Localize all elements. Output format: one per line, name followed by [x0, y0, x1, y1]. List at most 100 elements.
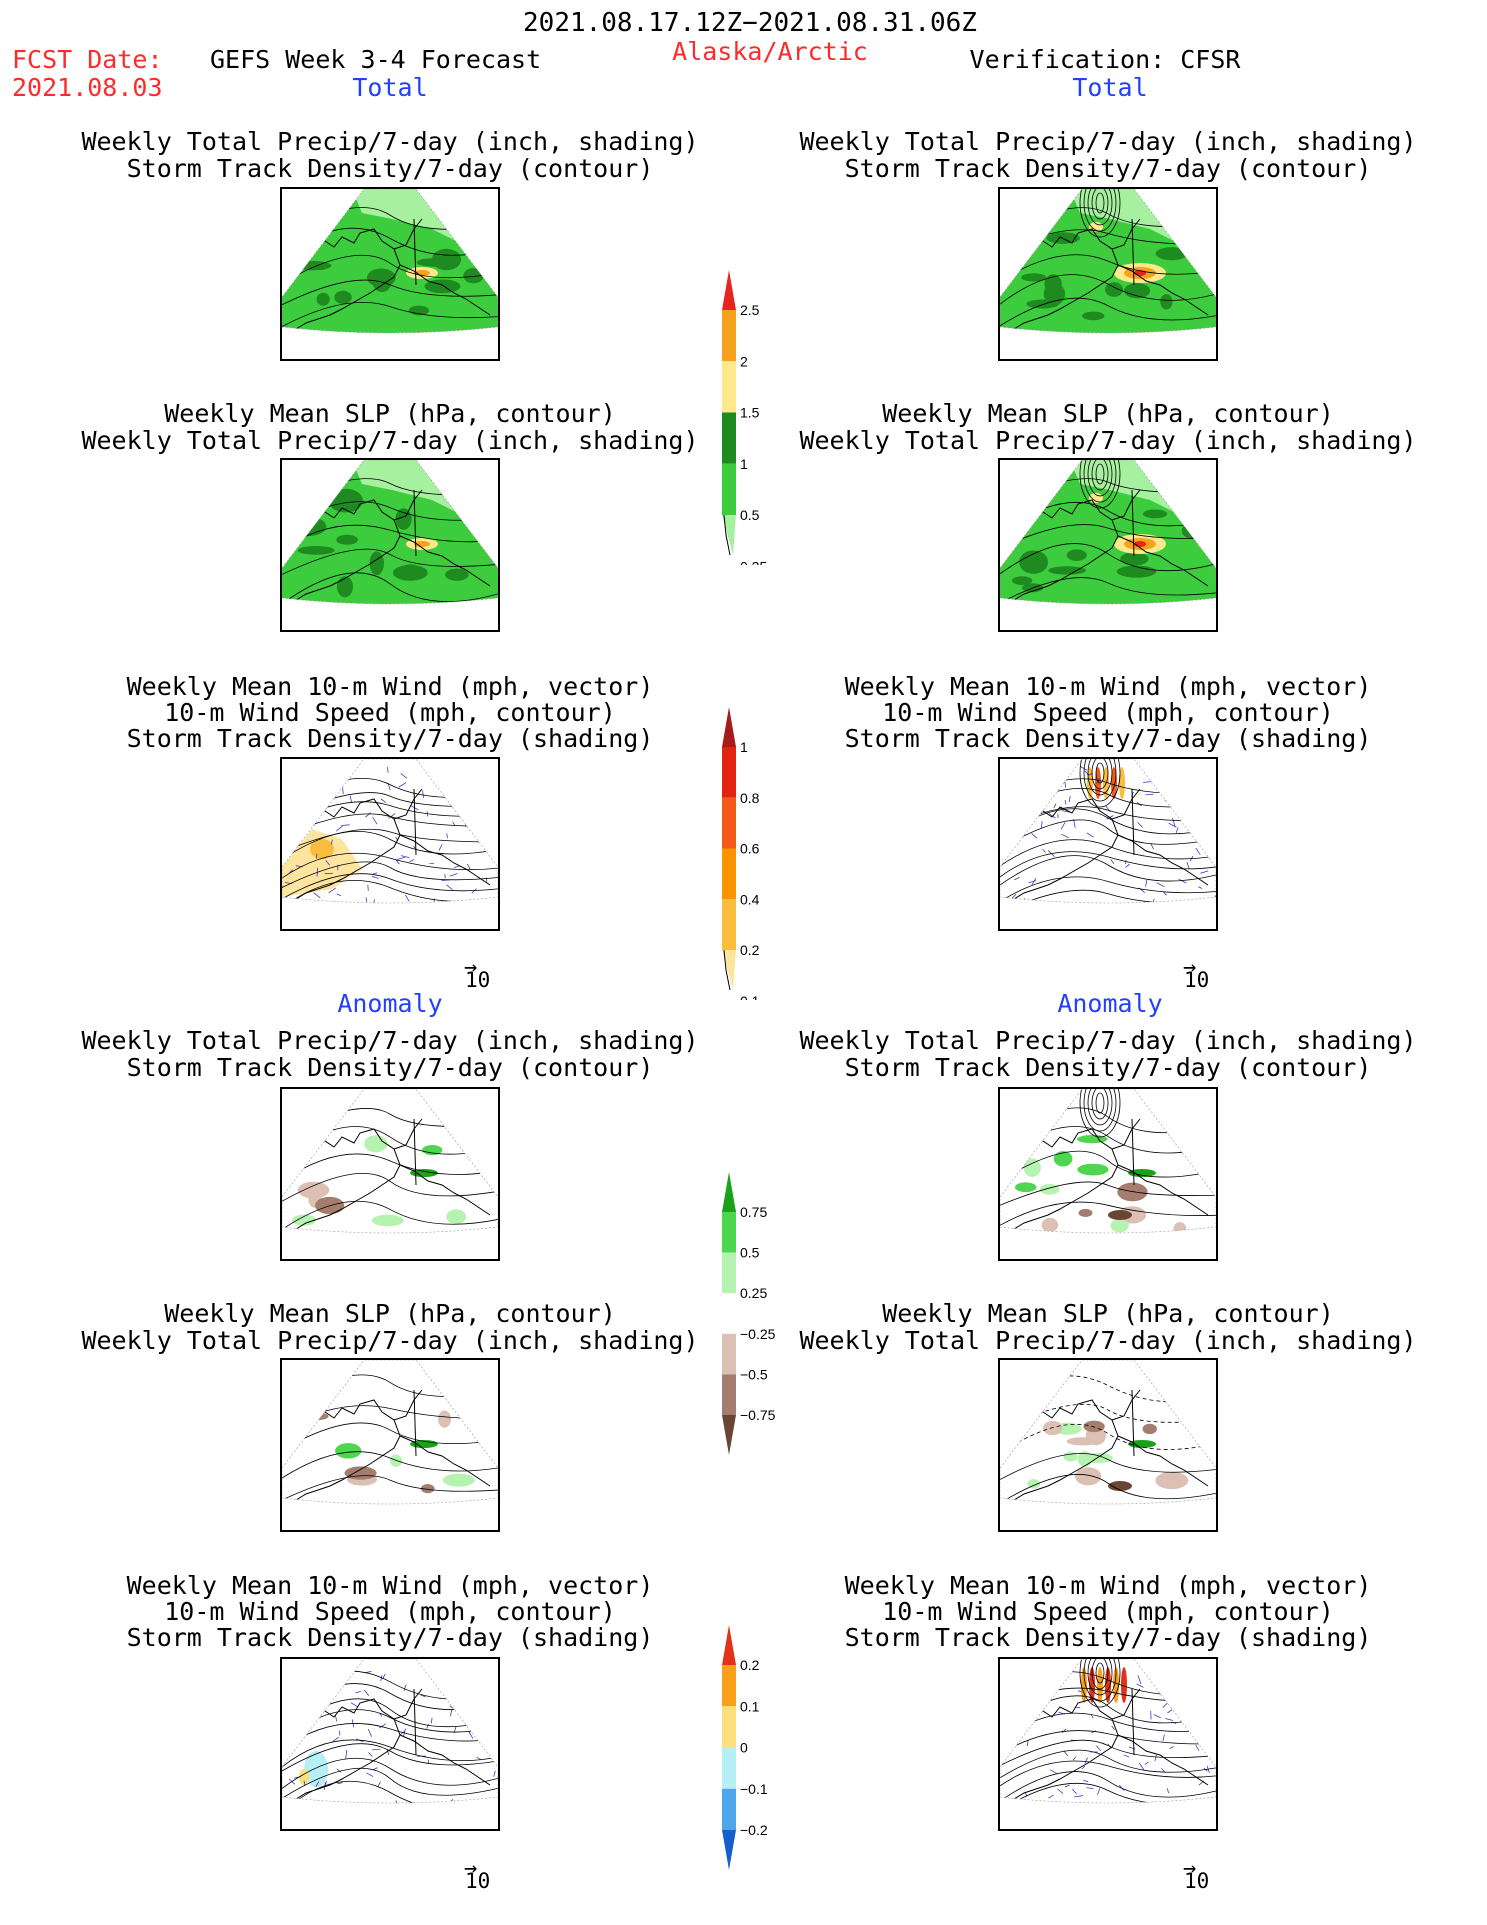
wind-vector: [1195, 1744, 1200, 1751]
wind-vector: [365, 897, 368, 903]
colorbar-tick-label: −0.1: [740, 1781, 768, 1797]
map-total-wind-gefs: [280, 757, 500, 931]
wind-vector: [1064, 780, 1067, 788]
wind-vector: [1095, 1745, 1102, 1752]
wind-vector: [1052, 783, 1058, 792]
wind-vector: [336, 893, 342, 897]
wind-vector: [371, 875, 379, 879]
wind-vector: [1048, 813, 1056, 819]
wind-vector: [1086, 1787, 1094, 1790]
contour-line: [1087, 759, 1113, 796]
wind-vector: [336, 825, 343, 832]
wind-vector: [1118, 1784, 1125, 1791]
wind-vector: [491, 1751, 496, 1759]
wind-vector: [1187, 785, 1194, 792]
wind-vector: [1049, 1769, 1058, 1775]
colorbar-swatch: [722, 707, 736, 747]
wind-vector: [1061, 810, 1070, 813]
anomaly-shading: [1142, 1423, 1157, 1435]
wind-vector: [1041, 821, 1043, 829]
contour-line: [1000, 889, 1216, 903]
colorbar-swatch: [722, 1212, 736, 1253]
contour-line: [1079, 189, 1121, 238]
map-anom-wind-cfsr: [998, 1657, 1218, 1831]
wind-vector: [377, 1781, 381, 1787]
wind-vector: [446, 884, 453, 890]
wind-vector: [1175, 1693, 1180, 1698]
title-r6-a: Weekly Mean 10-m Wind (mph, vector): [844, 1571, 1372, 1600]
contour-line: [1083, 759, 1117, 802]
anomaly-shading: [344, 1466, 377, 1480]
wind-vector: [1169, 1672, 1173, 1680]
vector-scale-label: 10: [1184, 968, 1210, 992]
wind-vector: [468, 1713, 477, 1716]
title-r1-a: Weekly Total Precip/7-day (inch, shading…: [799, 127, 1417, 156]
coastline: [1013, 788, 1209, 900]
wind-vector: [307, 1714, 315, 1718]
wind-vector: [1203, 770, 1208, 778]
wind-vector: [1173, 768, 1176, 777]
domain-outline: [1000, 189, 1216, 334]
wind-vector: [467, 863, 471, 870]
wind-vector: [372, 816, 378, 825]
wind-vector: [1186, 862, 1190, 869]
colorbar-total-precip: 2.5 2 1.5 1 0.5 0.25: [722, 270, 842, 574]
title-r6-c: Storm Track Density/7-day (shading): [844, 1623, 1372, 1652]
title-r6-b: 10-m Wind Speed (mph, contour): [882, 1597, 1334, 1626]
wind-vector: [457, 1677, 463, 1681]
wind-vector: [489, 770, 494, 779]
wind-vector: [496, 789, 498, 798]
wind-vector: [379, 1723, 387, 1729]
colorbar-swatch: [722, 1172, 736, 1212]
title-l6-a: Weekly Mean 10-m Wind (mph, vector): [126, 1571, 654, 1600]
wind-vector: [307, 1681, 310, 1687]
wind-vector: [316, 853, 318, 859]
border-line: [1131, 489, 1135, 557]
contour-line: [1095, 192, 1105, 214]
anomaly-shading: [292, 1214, 317, 1226]
precip-shading: [1155, 247, 1188, 261]
anomaly-shading: [420, 1483, 435, 1494]
fcst-date-label: FCST Date:: [12, 45, 163, 74]
wind-vector: [463, 1678, 466, 1685]
wind-vector: [1180, 1692, 1186, 1701]
contour-line: [1083, 460, 1117, 503]
anomaly-shading: [1128, 1440, 1156, 1448]
wind-vector: [1000, 845, 1006, 848]
contour-line: [1000, 808, 1216, 839]
anomaly-shading: [422, 1144, 443, 1156]
domain-outline: [282, 460, 498, 605]
border-line: [1131, 788, 1135, 856]
contour-line: [1000, 577, 1216, 604]
wind-vector: [306, 806, 310, 810]
wind-vector: [296, 1704, 302, 1713]
title-l2-a: Weekly Mean SLP (hPa, contour): [164, 399, 616, 428]
border-line: [1131, 218, 1135, 286]
contour-line: [282, 302, 498, 327]
wind-vector: [1172, 817, 1176, 827]
colorbar-swatch: [722, 797, 736, 849]
contour-line: [1000, 1453, 1216, 1480]
wind-vector: [1042, 792, 1045, 798]
contour-line: [282, 1683, 498, 1714]
wind-vector: [1044, 769, 1051, 774]
anomaly-shading: [1077, 1134, 1108, 1144]
title-l5-a: Weekly Mean SLP (hPa, contour): [164, 1299, 616, 1328]
wind-vector: [1200, 870, 1209, 874]
wind-vector: [349, 795, 352, 803]
precip-shading: [1134, 541, 1146, 547]
anomaly-shading: [446, 1209, 467, 1225]
wind-vector: [1163, 891, 1167, 896]
wind-vector: [1195, 847, 1201, 855]
precip-shading: [1160, 294, 1173, 310]
wind-vector: [1189, 1685, 1196, 1690]
wind-vector: [366, 1772, 374, 1777]
contour-line: [1000, 1107, 1216, 1138]
colorbar-swatch: [722, 1374, 736, 1415]
wind-vector: [1162, 1702, 1169, 1708]
title-l6-c: Storm Track Density/7-day (shading): [126, 1623, 654, 1652]
colorbar-anom-track: 0.2 0.1 0 −0.1 −0.2: [722, 1625, 842, 1884]
wind-vector: [1138, 1762, 1145, 1770]
title-r4-b: Storm Track Density/7-day (contour): [844, 1053, 1372, 1082]
wind-vector: [282, 1746, 285, 1751]
